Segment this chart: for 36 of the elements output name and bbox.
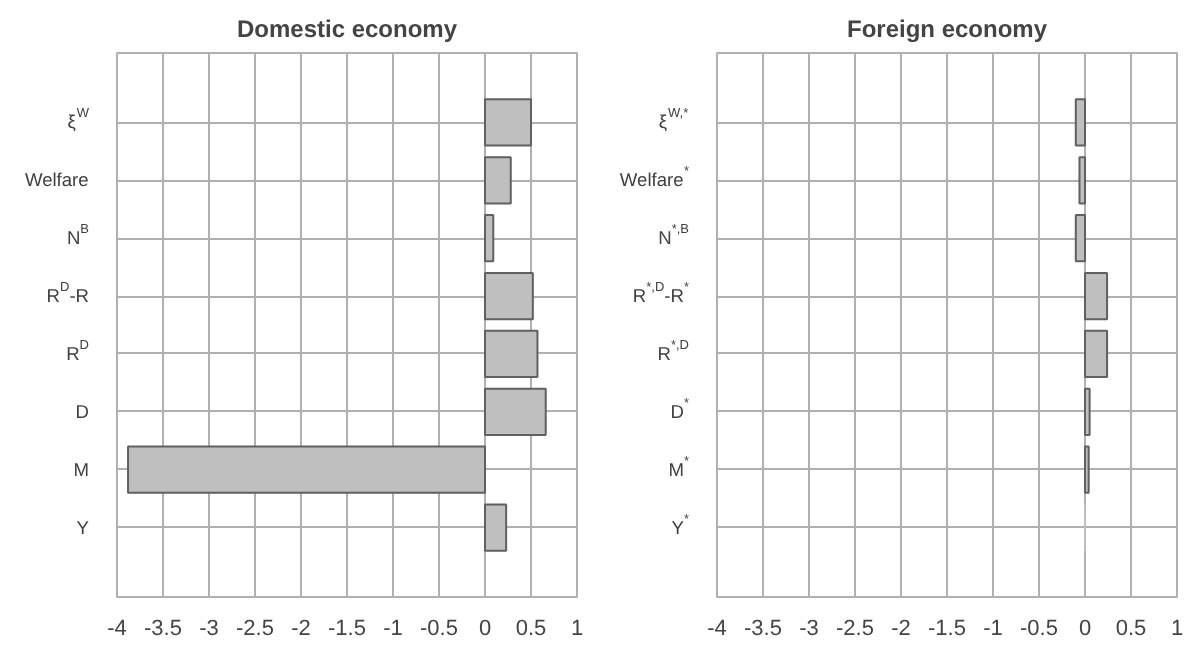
bar [484,387,547,436]
x-tick-label: -2.5 [836,617,874,641]
y-tick-label: Welfare [24,170,89,191]
x-tick-label: -3 [199,617,219,641]
chart-title: Foreign economy [846,15,1048,43]
x-tick-label: 0 [1078,617,1092,641]
bar [484,98,532,147]
x-tick-label: 1 [570,617,584,641]
bar [484,329,539,379]
y-tick-label: D [75,401,90,422]
x-tick-label: -1.5 [928,617,966,641]
chart-title: Domestic economy [236,15,458,43]
x-tick-label: -2.5 [236,617,274,641]
x-tick-label: -1.5 [328,617,366,641]
x-tick-label: -2 [891,617,911,641]
bar [484,271,534,321]
x-tick-label: -2 [291,617,311,641]
x-tick-label: -1 [383,617,403,641]
x-tick-label: 0 [478,617,492,641]
x-tick-label: 1 [1170,617,1184,641]
x-tick-label: -1 [983,617,1003,641]
bar [484,214,495,263]
x-tick-label: -4 [107,617,127,641]
x-tick-label: -0.5 [420,617,458,641]
x-tick-label: -3 [799,617,819,641]
x-tick-label: -3.5 [144,617,182,641]
y-tick-label: M [73,459,90,480]
x-tick-label: 0.5 [1115,617,1147,641]
x-tick-label: -0.5 [1020,617,1058,641]
bar [484,503,508,552]
y-tick-label: Y [76,517,89,538]
x-tick-label: -4 [707,617,727,641]
bar [484,156,512,205]
x-tick-label: 0.5 [515,617,547,641]
x-tick-label: -3.5 [744,617,782,641]
bar [127,445,486,494]
